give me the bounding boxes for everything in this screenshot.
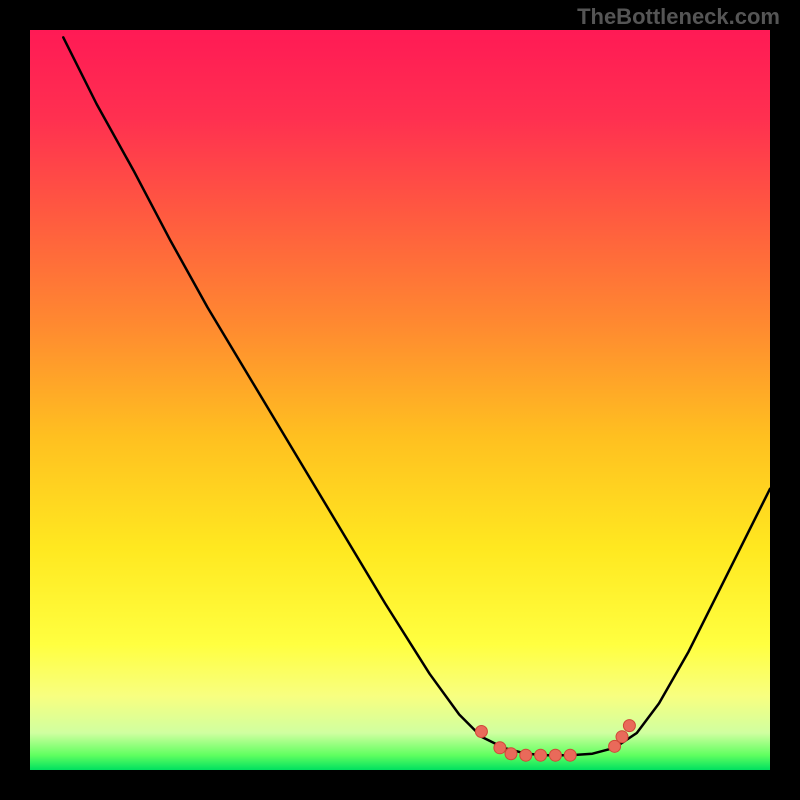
curve-marker <box>564 749 576 761</box>
chart-svg <box>30 30 770 770</box>
chart-background <box>30 30 770 770</box>
curve-marker <box>494 742 506 754</box>
curve-marker <box>505 748 517 760</box>
chart-plot-area <box>30 30 770 770</box>
watermark-text: TheBottleneck.com <box>577 4 780 30</box>
curve-marker <box>616 731 628 743</box>
curve-marker <box>549 749 561 761</box>
curve-marker <box>623 720 635 732</box>
curve-marker <box>535 749 547 761</box>
curve-marker <box>520 749 532 761</box>
curve-marker <box>475 726 487 738</box>
